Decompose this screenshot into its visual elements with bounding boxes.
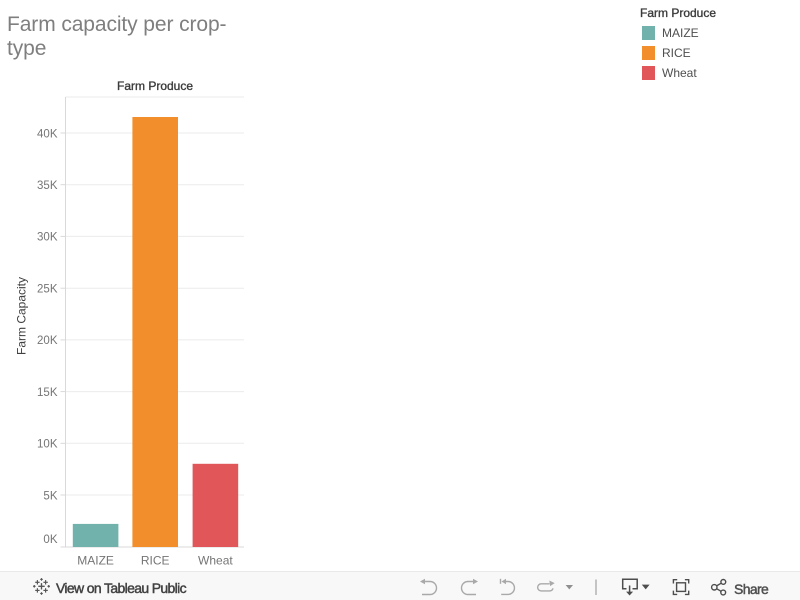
svg-text:Farm Produce: Farm Produce: [117, 79, 193, 93]
svg-text:30K: 30K: [37, 232, 58, 244]
svg-text:5K: 5K: [43, 490, 57, 502]
svg-text:25K: 25K: [37, 284, 58, 296]
svg-text:MAIZE: MAIZE: [77, 554, 114, 568]
svg-text:0K: 0K: [43, 534, 57, 546]
svg-text:15K: 15K: [37, 387, 58, 399]
svg-text:20K: 20K: [37, 335, 58, 347]
svg-text:Wheat: Wheat: [198, 554, 233, 568]
svg-text:10K: 10K: [37, 439, 58, 451]
svg-text:Farm Capacity: Farm Capacity: [15, 277, 29, 355]
svg-text:RICE: RICE: [141, 554, 170, 568]
svg-text:40K: 40K: [37, 128, 58, 140]
svg-text:35K: 35K: [37, 180, 58, 192]
